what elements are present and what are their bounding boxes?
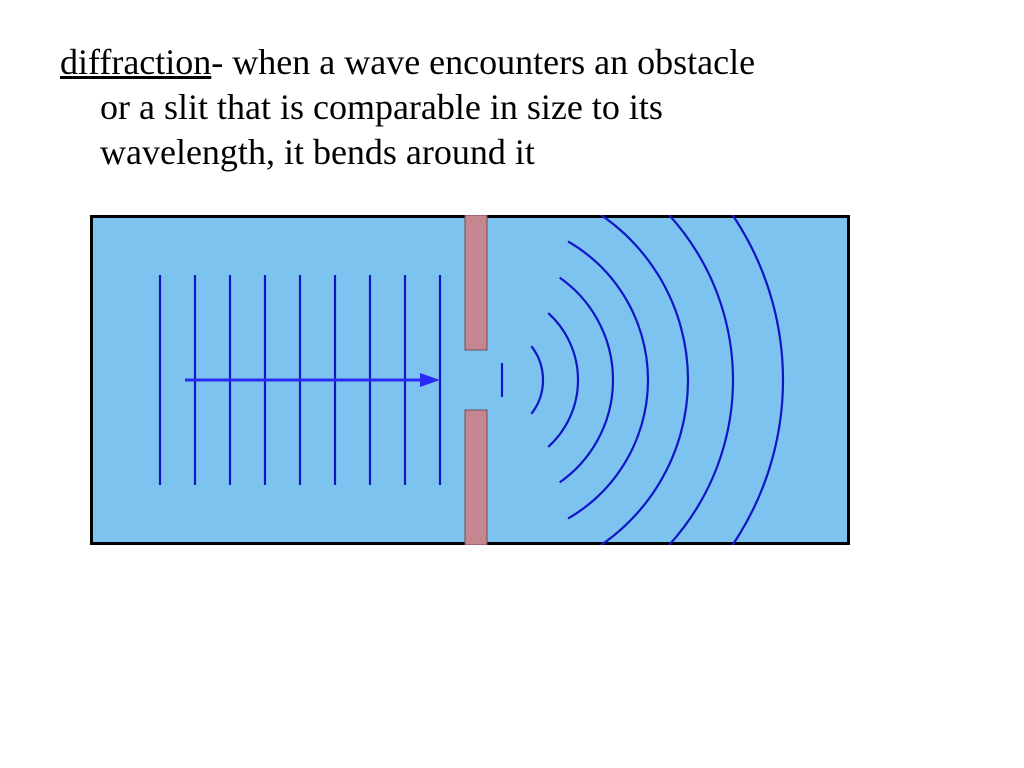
diffraction-figure: [90, 215, 850, 545]
diffraction-svg: [90, 215, 850, 545]
def-line3: wavelength, it bends around it: [100, 130, 964, 175]
def-line1: - when a wave encounters an obstacle: [211, 42, 755, 82]
definition-text: diffraction- when a wave encounters an o…: [60, 40, 964, 175]
term: diffraction: [60, 42, 211, 82]
def-line2: or a slit that is comparable in size to …: [100, 85, 964, 130]
